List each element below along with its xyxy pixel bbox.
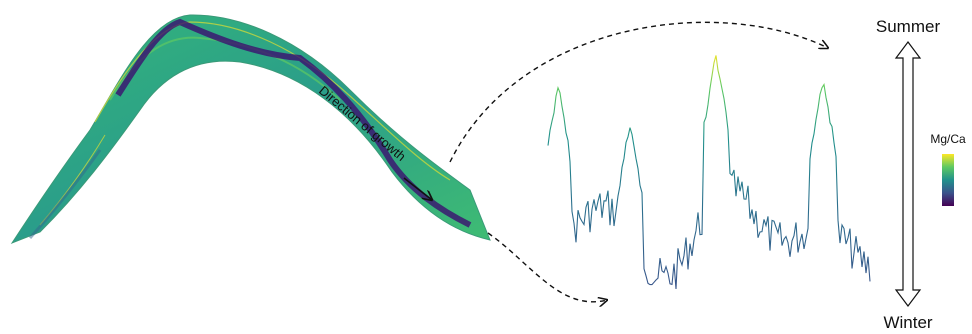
- colorbar: [942, 154, 954, 206]
- figure: Direction of growth Summer Winter Mg/Ca: [0, 0, 972, 334]
- summer-label: Summer: [876, 17, 941, 36]
- growth-label: Direction of growth: [316, 83, 409, 164]
- season-arrow: [896, 42, 920, 306]
- colorbar-label: Mg/Ca: [930, 132, 966, 146]
- summer-link: [450, 22, 828, 162]
- winter-label: Winter: [883, 313, 932, 332]
- mg-ca-signal: [548, 55, 870, 289]
- winter-link: [488, 233, 607, 302]
- shell-section: [12, 15, 490, 243]
